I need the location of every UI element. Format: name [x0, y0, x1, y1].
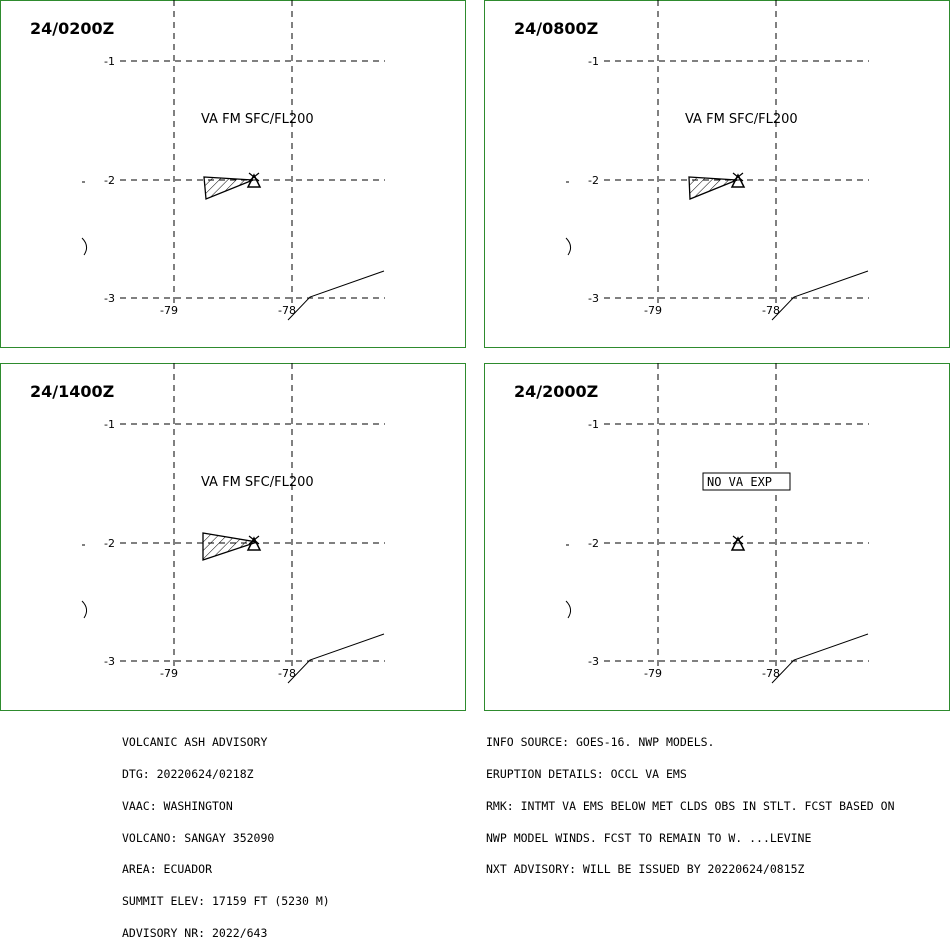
lat-tick-3: -3: [104, 292, 115, 305]
ash-altitude-label: VA FM SFC/FL200: [685, 112, 798, 127]
advisory-line: VOLCANO: SANGAY 352090: [122, 830, 275, 845]
lat-tick-2: -2: [588, 537, 599, 550]
no-va-box: [702, 472, 791, 491]
advisory-line: RMK: INTMT VA EMS BELOW MET CLDS OBS IN …: [486, 798, 895, 813]
coastline-fragment: [565, 237, 572, 256]
advisory-line: ADVISORY NR: 2022/643: [122, 925, 268, 940]
coastline: [287, 633, 385, 684]
forecast-panel-1400z: 24/1400Z -1 -2 -3 -79 -78 VA FM SFC/FL20…: [0, 363, 466, 711]
no-va-expected-label: NO VA EXP: [707, 475, 772, 489]
volcano-symbol: [246, 172, 262, 188]
lon-tick-79: -79: [644, 667, 662, 680]
lat-tick-1: -1: [588, 55, 599, 68]
lon-tick-78: -78: [278, 667, 296, 680]
lat-tick-2: -2: [104, 537, 115, 550]
advisory-details-left: VOLCANIC ASH ADVISORY DTG: 20220624/0218…: [122, 716, 330, 949]
lon-tick-79: -79: [644, 304, 662, 317]
advisory-line: DTG: 20220624/0218Z: [122, 766, 254, 781]
panel-time-label: 24/1400Z: [30, 382, 114, 401]
panel-frame: [484, 0, 950, 348]
coastline-fragment: [81, 600, 88, 619]
ash-cloud-polygon: [688, 176, 738, 200]
advisory-line: ERUPTION DETAILS: OCCL VA EMS: [486, 766, 687, 781]
forecast-panel-0200z: 24/0200Z -1 -2 -3 -79 -78 VA FM SFC/FL20…: [0, 0, 466, 348]
lat-tick-1: -1: [104, 55, 115, 68]
coastline-fragment: [81, 237, 88, 256]
lat-tick-1: -1: [104, 418, 115, 431]
ash-advisory-graphic: 24/0200Z -1 -2 -3 -79 -78 VA FM SFC/FL20…: [0, 0, 950, 711]
lon-tick-78: -78: [762, 667, 780, 680]
advisory-line: VOLCANIC ASH ADVISORY: [122, 735, 268, 750]
advisory-line: VAAC: WASHINGTON: [122, 798, 233, 813]
forecast-panel-0800z: 24/0800Z -1 -2 -3 -79 -78 VA FM SFC/FL20…: [484, 0, 950, 348]
advisory-line: NXT ADVISORY: WILL BE ISSUED BY 20220624…: [486, 862, 805, 877]
volcano-symbol: [246, 535, 262, 551]
lon-tick-78: -78: [762, 304, 780, 317]
advisory-line: SUMMIT ELEV: 17159 FT (5230 M): [122, 894, 330, 909]
ash-cloud-polygon: [202, 532, 258, 561]
panel-frame: [0, 363, 466, 711]
lat-tick-2: -2: [588, 174, 599, 187]
coastline: [771, 270, 869, 321]
panel-time-label: 24/2000Z: [514, 382, 598, 401]
lat-tick-3: -3: [588, 292, 599, 305]
lon-tick-79: -79: [160, 304, 178, 317]
coastline-fragment: [565, 600, 572, 619]
panel-frame: [484, 363, 950, 711]
coastline: [287, 270, 385, 321]
ash-cloud-polygon: [203, 176, 254, 200]
coastline: [771, 633, 869, 684]
lat-tick-3: -3: [104, 655, 115, 668]
panel-time-label: 24/0800Z: [514, 19, 598, 38]
lat-tick-1: -1: [588, 418, 599, 431]
panel-frame: [0, 0, 466, 348]
forecast-panel-2000z: 24/2000Z -1 -2 -3 -79 -78 NO VA EXP: [484, 363, 950, 711]
lat-tick-3: -3: [588, 655, 599, 668]
advisory-line: AREA: ECUADOR: [122, 862, 213, 877]
ash-altitude-label: VA FM SFC/FL200: [201, 475, 314, 490]
volcano-symbol: [730, 172, 746, 188]
advisory-line: INFO SOURCE: GOES-16. NWP MODELS.: [486, 735, 715, 750]
advisory-line: NWP MODEL WINDS. FCST TO REMAIN TO W. ..…: [486, 830, 812, 845]
advisory-details-right: INFO SOURCE: GOES-16. NWP MODELS. ERUPTI…: [486, 716, 895, 886]
volcano-symbol: [730, 535, 746, 551]
lon-tick-78: -78: [278, 304, 296, 317]
lat-tick-2: -2: [104, 174, 115, 187]
panel-time-label: 24/0200Z: [30, 19, 114, 38]
lon-tick-79: -79: [160, 667, 178, 680]
ash-altitude-label: VA FM SFC/FL200: [201, 112, 314, 127]
